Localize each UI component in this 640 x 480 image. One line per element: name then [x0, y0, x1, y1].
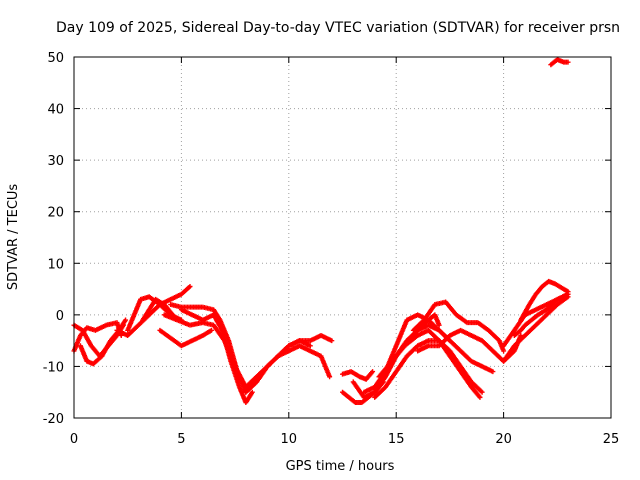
data-point	[307, 343, 313, 349]
data-point	[208, 327, 214, 333]
x-axis-label: GPS time / hours	[286, 459, 395, 474]
data-points	[71, 57, 571, 406]
x-tick-label: 10	[281, 432, 298, 447]
data-point	[327, 374, 333, 380]
series-arc-v	[501, 294, 571, 364]
x-tick-label: 5	[177, 432, 185, 447]
data-point	[370, 369, 376, 375]
y-tick-label: -20	[43, 412, 64, 427]
y-tick-label: 10	[47, 257, 64, 272]
series-arc-m	[340, 369, 376, 382]
y-tick-label: 50	[47, 51, 64, 66]
plot-frame	[73, 56, 612, 419]
series-arc-x	[511, 291, 571, 338]
series-arc-k	[243, 338, 313, 395]
x-tick-label: 20	[495, 432, 512, 447]
series-arc-j	[178, 307, 255, 406]
series-arc-f	[140, 296, 176, 323]
y-tick-label: 0	[56, 309, 64, 324]
data-point	[249, 389, 255, 395]
grid	[74, 57, 611, 418]
data-point	[501, 348, 507, 354]
chart-title: Day 109 of 2025, Sidereal Day-to-day VTE…	[56, 20, 620, 36]
series-arc-r	[393, 312, 442, 359]
data-point	[565, 59, 571, 65]
y-tick-label: 20	[47, 206, 64, 221]
data-point	[436, 322, 442, 328]
series-arc-g	[157, 327, 214, 349]
y-tick-label: 40	[47, 103, 64, 118]
series-arc-o	[361, 312, 496, 395]
data-point	[565, 291, 571, 297]
series-arc-p	[372, 338, 485, 400]
data-point	[123, 317, 129, 323]
series-arc-w	[518, 278, 571, 323]
x-tick-label: 15	[388, 432, 405, 447]
series-arc-c	[77, 317, 129, 367]
x-tick-label: 0	[70, 432, 78, 447]
series-arc-d	[114, 283, 193, 338]
series-arc-y	[548, 57, 571, 68]
data-point	[187, 283, 193, 289]
y-tick-label: 30	[47, 154, 64, 169]
y-tick-label: -10	[43, 360, 64, 375]
x-tick-label: 25	[603, 432, 620, 447]
data-point	[477, 394, 483, 400]
data-point	[490, 369, 496, 375]
data-point	[329, 338, 335, 344]
y-axis-label: SDTVAR / TECUs	[6, 184, 21, 291]
axis-ticks: 0 5 10 15 20 25 -20 -10 0 10 20 30 40 50	[43, 51, 620, 447]
data-point	[479, 389, 485, 395]
